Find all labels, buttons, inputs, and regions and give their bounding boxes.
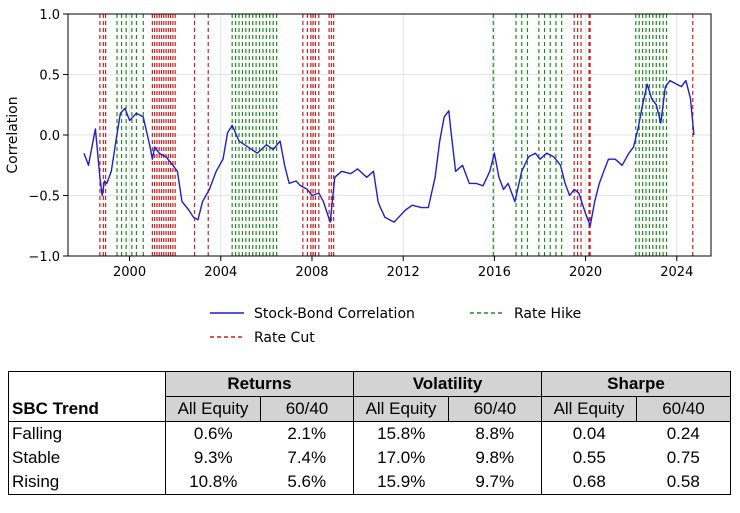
legend-label: Rate Hike — [514, 306, 581, 322]
table-cell: 0.04 — [541, 421, 637, 446]
group-header-sharpe: Sharpe — [541, 371, 731, 397]
sbc-trend-header: SBC Trend — [8, 396, 166, 422]
sub-header-sharpe-6040: 60/40 — [636, 396, 731, 422]
table-cell: 0.75 — [636, 446, 731, 470]
table-cell: 9.3% — [165, 446, 261, 470]
legend-label: Stock-Bond Correlation — [254, 306, 415, 322]
table-cell: 15.9% — [353, 470, 449, 495]
table-row: Falling 0.6% 2.1% 15.8% 8.8% 0.04 0.24 — [8, 421, 731, 446]
group-header-returns: Returns — [165, 371, 354, 397]
x-tick-label: 2024 — [660, 265, 693, 280]
sub-header-volatility-6040: 60/40 — [448, 396, 542, 422]
table-cell: 0.58 — [636, 470, 731, 495]
sbc-trend-table: Returns Volatility Sharpe SBC Trend All … — [8, 371, 731, 495]
table-cell: 10.8% — [165, 470, 261, 495]
sub-header-returns-equity: All Equity — [165, 396, 261, 422]
table-cell: 15.8% — [353, 421, 449, 446]
correlation-series-line — [83, 79, 695, 227]
group-header-volatility: Volatility — [353, 371, 542, 397]
row-label: Stable — [8, 446, 166, 470]
x-tick-label: 2000 — [113, 265, 146, 280]
row-label: Falling — [8, 421, 166, 446]
table-cell: 9.7% — [448, 470, 542, 495]
y-tick-label: −1.0 — [28, 250, 60, 265]
table-corner — [8, 371, 166, 397]
table-cell: 0.68 — [541, 470, 637, 495]
y-tick-label: 0.0 — [39, 129, 60, 144]
table-cell: 7.4% — [287, 448, 327, 467]
table-cell: 0.24 — [636, 421, 731, 446]
legend-label: Rate Cut — [254, 330, 315, 346]
y-tick-label: 0.5 — [39, 69, 60, 84]
sub-header-row: SBC Trend All Equity 60/40 All Equity 60… — [8, 396, 731, 422]
correlation-chart: 2000 2004 2008 2012 2016 2020 2024 −1.0 −0.5 0.0 0… — [5, 8, 712, 346]
x-tick-label: 2020 — [569, 265, 602, 280]
x-tick-label: 2012 — [387, 265, 420, 280]
table-cell: 9.8% — [475, 448, 515, 467]
x-tick-label: 2008 — [295, 265, 328, 280]
y-tick-label: −0.5 — [28, 190, 60, 205]
table-row: Stable 9.3% 7.4% 17.0% 9.8% 0.55 0.75 — [8, 446, 731, 470]
row-label: Rising — [8, 470, 166, 495]
sub-header-sharpe-equity: All Equity — [541, 396, 637, 422]
y-axis-title: Correlation — [5, 96, 21, 173]
table-cell: 0.6% — [165, 421, 261, 446]
sub-header-returns-6040: 60/40 — [260, 396, 354, 422]
table-cell: 8.8% — [475, 424, 515, 443]
table-cell: 2.1% — [287, 424, 327, 443]
table-cell: 0.55 — [541, 446, 637, 470]
x-tick-label: 2016 — [478, 265, 511, 280]
group-header-row: Returns Volatility Sharpe — [8, 371, 731, 397]
table-cell: 5.6% — [260, 470, 354, 495]
y-tick-label: 1.0 — [39, 8, 60, 23]
x-tick-label: 2004 — [204, 265, 237, 280]
sub-header-volatility-equity: All Equity — [353, 396, 449, 422]
table-cell: 17.0% — [353, 446, 449, 470]
table-row: Rising 10.8% 5.6% 15.9% 9.7% 0.68 0.58 — [8, 470, 731, 495]
